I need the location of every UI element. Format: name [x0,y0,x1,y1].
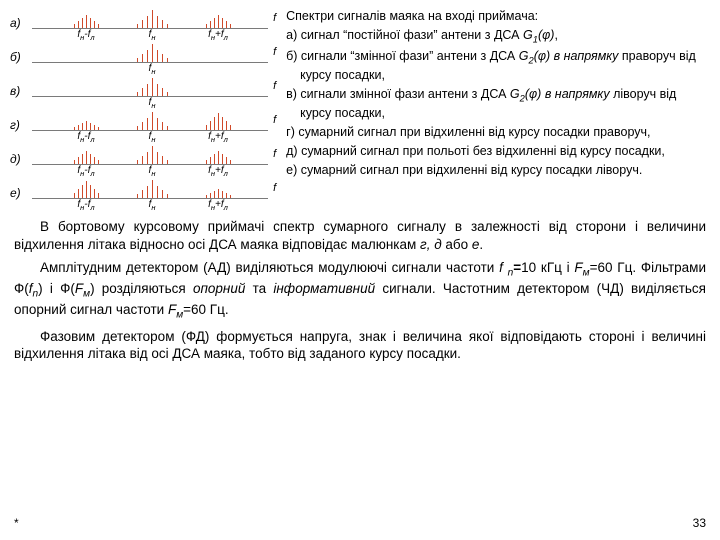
spectra-figure: а)ffн-fлfнfн+fлб)ffнв)ffнг)ffн-fлfнfн+fл… [10,8,276,212]
spectrum-row: а)ffн-fлfнfн+fл [10,8,276,42]
caption-item: г) сумарний сигнал при відхиленні від ку… [286,124,710,141]
spectrum-row: б)ffн [10,42,276,76]
caption-item: б) сигнали “змінної фази” антени з ДСА G… [286,48,710,84]
paragraph-1: В бортовому курсовому приймачі спектр су… [14,218,706,253]
paragraph-2: Амплітудним детектором (АД) виділяються … [14,259,706,322]
page-number: 33 [693,516,706,530]
caption-item: в) сигнали змінної фази антени з ДСА G2(… [286,86,710,122]
caption-block: Спектри сигналів маяка на вході приймача… [276,8,710,212]
spectrum-row: в)ffн [10,76,276,110]
footer-mark: * [14,516,19,530]
caption-item: д) сумарний сигнал при польоті без відхи… [286,143,710,160]
spectrum-row: е)ffн-fлfнfн+fл [10,178,276,212]
caption-item: е) сумарний сигнал при відхиленні від ку… [286,162,710,179]
caption-title: Спектри сигналів маяка на вході приймача… [286,8,710,25]
paragraph-3: Фазовим детектором (ФД) формується напру… [14,328,706,363]
body-text: В бортовому курсовому приймачі спектр су… [0,212,720,363]
footer: * 33 [14,516,706,530]
caption-item: а) сигнал “постійної фази” антени з ДСА … [286,27,710,46]
spectrum-row: г)ffн-fлfнfн+fл [10,110,276,144]
spectrum-row: д)ffн-fлfнfн+fл [10,144,276,178]
